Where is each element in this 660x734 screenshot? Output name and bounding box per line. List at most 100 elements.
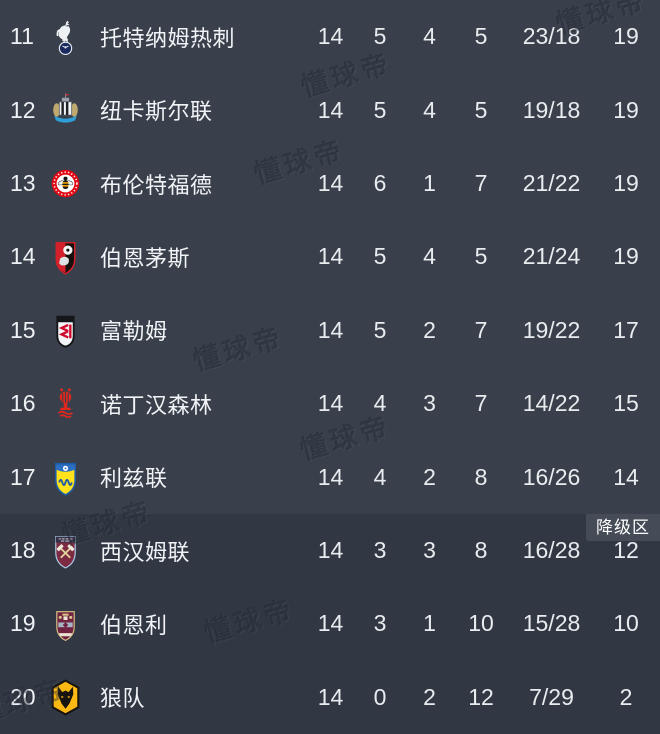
points: 14 (613, 463, 639, 490)
goals-for-against: 15/28 (522, 610, 581, 637)
matches-drawn: 2 (423, 316, 436, 343)
goals-for-against: 19/22 (522, 316, 581, 343)
matches-lost: 5 (474, 23, 488, 50)
standings-section-normal: 11 托特纳姆热刺 14 5 4 5 23/18 19 12 纽卡斯尔联 14 … (0, 0, 660, 514)
team-name: 西汉姆联 (100, 539, 191, 565)
team-name: 狼队 (100, 686, 146, 712)
relegation-zone-tag: 降级区 (586, 514, 660, 541)
table-row[interactable]: 14 伯恩茅斯 14 5 4 5 21/24 19 (0, 220, 660, 293)
matches-lost: 12 (468, 683, 494, 710)
matches-played: 14 (317, 96, 344, 123)
rank-number: 17 (10, 463, 36, 490)
matches-played: 14 (317, 610, 344, 637)
bournemouth-crest-icon (44, 236, 86, 277)
table-row[interactable]: 15 富勒姆 14 5 2 7 19/22 17 (0, 294, 660, 367)
matches-drawn: 1 (423, 170, 436, 197)
matches-lost: 7 (474, 316, 488, 343)
points: 17 (613, 316, 639, 343)
goals-for-against: 21/24 (522, 243, 581, 270)
table-row[interactable]: 16 诺丁汉森林 14 4 3 7 14/22 15 (0, 367, 660, 440)
goals-for-against: 7/29 (529, 683, 574, 710)
table-row[interactable]: 19 伯恩利 14 3 1 10 15/28 10 (0, 587, 660, 660)
fulham-crest-icon (44, 310, 86, 351)
leeds-crest-icon (44, 457, 86, 498)
team-name: 伯恩茅斯 (100, 245, 191, 271)
goals-for-against: 16/28 (522, 537, 581, 564)
matches-played: 14 (317, 316, 344, 343)
points: 19 (613, 170, 639, 197)
matches-drawn: 4 (423, 243, 436, 270)
matches-drawn: 3 (423, 537, 436, 564)
team-name: 托特纳姆热刺 (100, 25, 236, 51)
matches-played: 14 (317, 390, 344, 417)
points: 19 (613, 243, 639, 270)
matches-lost: 8 (474, 537, 488, 564)
team-name: 纽卡斯尔联 (100, 99, 213, 125)
table-row[interactable]: 13 布伦特福德 14 6 1 7 21/22 19 (0, 147, 660, 220)
team-name: 伯恩利 (100, 612, 168, 638)
points: 12 (613, 537, 639, 564)
matches-won: 3 (373, 610, 387, 637)
matches-won: 5 (373, 243, 387, 270)
team-name: 利兹联 (100, 466, 168, 492)
matches-played: 14 (317, 170, 344, 197)
standings-section-relegation: 降级区 18 西汉姆联 14 3 3 8 16/28 12 19 伯恩利 14 … (0, 514, 660, 734)
table-row[interactable]: 17 利兹联 14 4 2 8 16/26 14 (0, 441, 660, 514)
matches-played: 14 (317, 243, 344, 270)
matches-drawn: 2 (423, 683, 436, 710)
rank-number: 16 (10, 390, 36, 417)
goals-for-against: 21/22 (522, 170, 581, 197)
matches-drawn: 1 (423, 610, 436, 637)
rank-number: 11 (10, 23, 34, 50)
goals-for-against: 14/22 (522, 390, 581, 417)
matches-lost: 10 (468, 610, 494, 637)
matches-lost: 5 (474, 243, 488, 270)
rank-number: 19 (10, 610, 36, 637)
matches-won: 6 (373, 170, 387, 197)
matches-played: 14 (317, 23, 344, 50)
points: 10 (613, 610, 639, 637)
matches-drawn: 3 (423, 390, 436, 417)
rank-number: 13 (10, 170, 36, 197)
newcastle-crest-icon (44, 90, 86, 131)
table-row[interactable]: 20 狼队 14 0 2 12 7/29 2 (0, 661, 660, 734)
team-name: 诺丁汉森林 (100, 392, 213, 418)
rank-number: 18 (10, 537, 36, 564)
points: 19 (613, 23, 639, 50)
brentford-crest-icon (44, 163, 86, 204)
goals-for-against: 23/18 (522, 23, 581, 50)
table-row[interactable]: 12 纽卡斯尔联 14 5 4 5 19/18 19 (0, 73, 660, 146)
wolves-crest-icon (44, 677, 86, 718)
matches-played: 14 (317, 683, 344, 710)
points: 19 (613, 96, 639, 123)
goals-for-against: 19/18 (522, 96, 581, 123)
burnley-crest-icon (44, 603, 86, 644)
matches-won: 3 (373, 537, 387, 564)
rank-number: 14 (10, 243, 36, 270)
matches-drawn: 4 (423, 96, 436, 123)
points: 15 (613, 390, 639, 417)
forest-crest-icon (44, 383, 86, 424)
westham-crest-icon (44, 530, 86, 571)
matches-lost: 7 (474, 170, 488, 197)
goals-for-against: 16/26 (522, 463, 581, 490)
team-name: 富勒姆 (100, 319, 168, 345)
matches-played: 14 (317, 463, 344, 490)
matches-won: 5 (373, 23, 387, 50)
table-row[interactable]: 11 托特纳姆热刺 14 5 4 5 23/18 19 (0, 0, 660, 73)
matches-won: 4 (373, 463, 387, 490)
matches-drawn: 2 (423, 463, 436, 490)
rank-number: 15 (10, 316, 36, 343)
matches-drawn: 4 (423, 23, 436, 50)
matches-won: 0 (373, 683, 387, 710)
matches-won: 5 (373, 316, 387, 343)
points: 2 (619, 683, 633, 710)
tottenham-crest-icon (44, 16, 86, 57)
matches-lost: 8 (474, 463, 488, 490)
table-row[interactable]: 18 西汉姆联 14 3 3 8 16/28 12 (0, 514, 660, 587)
rank-number: 20 (10, 683, 36, 710)
matches-played: 14 (317, 537, 344, 564)
rank-number: 12 (10, 96, 36, 123)
team-name: 布伦特福德 (100, 172, 213, 198)
